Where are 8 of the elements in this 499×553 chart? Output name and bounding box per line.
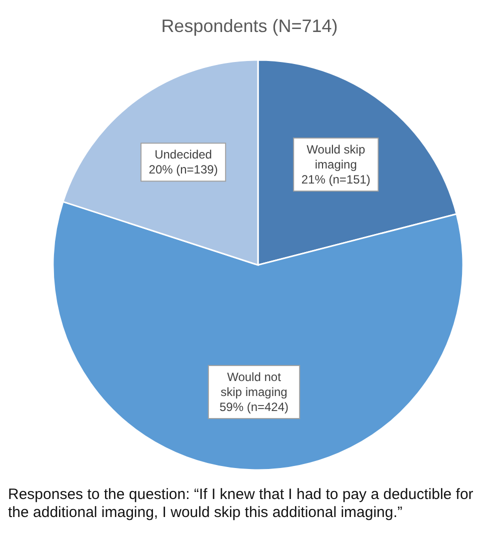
- slice-label: Would not skip imaging: [220, 370, 288, 400]
- data-label: 21% (n=151): [301, 172, 370, 187]
- data-label: 20% (n=139): [148, 162, 218, 177]
- text: Responses to the question: “If I knew that I had to pay a deductible for the additional imaging, I would skip this additional imaging.”: [8, 486, 474, 522]
- slice-label: Undecided: [154, 148, 212, 162]
- slice-label: Would skip imaging: [306, 142, 366, 172]
- data-label: 59% (n=424): [219, 400, 289, 414]
- chart-title: Respondents (N=714): [160, 16, 339, 37]
